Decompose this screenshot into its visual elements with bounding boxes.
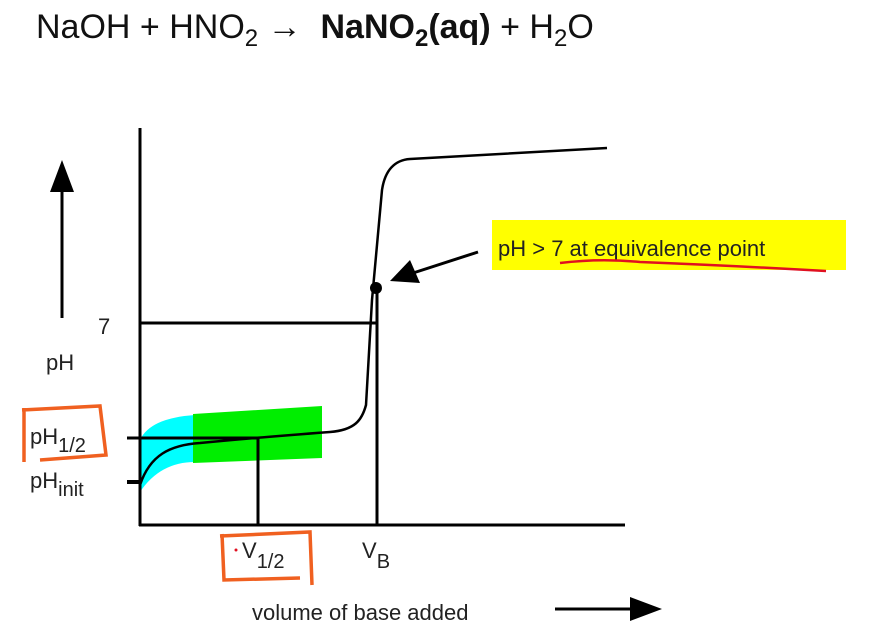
ph-half-label: pH1/2 xyxy=(30,424,86,457)
tick-7-label: 7 xyxy=(98,314,110,339)
annotation-arrow xyxy=(409,250,479,276)
red-underline xyxy=(559,258,827,273)
orange-box-ph-half xyxy=(21,404,108,462)
y-axis-label: pH xyxy=(46,350,74,375)
green-highlight xyxy=(193,406,322,463)
v-half-label: V1/2 xyxy=(242,538,285,573)
ph-init-label: pHinit xyxy=(30,468,84,501)
x-axis-label: volume of base added xyxy=(252,600,469,625)
titration-curve xyxy=(138,146,608,486)
yellow-highlight xyxy=(492,220,846,270)
vb-label: VB xyxy=(362,538,390,573)
reaction-equation: NaOH + HNO2 → NaNO2(aq) + H2O xyxy=(36,8,594,52)
equivalence-annotation: pH > 7 at equivalence point xyxy=(498,236,765,261)
arrow-head-icon xyxy=(50,160,74,192)
orange-box-v-half xyxy=(219,530,314,586)
equivalence-point xyxy=(370,282,382,294)
red-dot xyxy=(234,548,238,552)
cyan-highlight xyxy=(140,415,195,492)
annotation-arrow-head-icon xyxy=(390,260,420,283)
x-arrow-head-icon xyxy=(630,597,662,621)
